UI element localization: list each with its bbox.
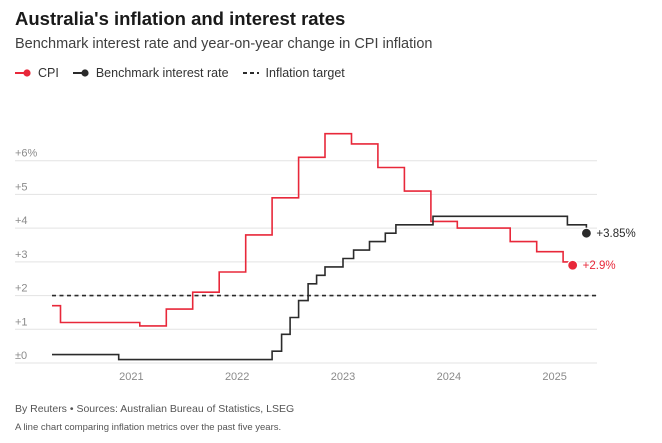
y-tick-label: +5 (15, 181, 28, 193)
legend-cpi-marker-icon (15, 69, 31, 77)
legend-item-target[interactable]: Inflation target (242, 66, 345, 80)
y-tick-label: ±0 (15, 350, 27, 362)
y-tick-label: +6% (15, 148, 38, 160)
x-tick-label: 2022 (225, 371, 249, 383)
legend-item-cpi[interactable]: CPI (15, 66, 59, 80)
x-tick-label: 2025 (542, 371, 566, 383)
series-end-label-rate: +3.85% (596, 228, 635, 240)
series-end-marker-rate (580, 227, 593, 239)
series-end-marker-cpi (567, 259, 579, 271)
y-tick-label: +4 (15, 215, 28, 227)
legend-item-rate[interactable]: Benchmark interest rate (72, 66, 229, 80)
legend-rate-label: Benchmark interest rate (95, 66, 229, 80)
legend-rate-marker-icon (72, 69, 89, 77)
x-tick-label: 2023 (331, 371, 355, 383)
legend-target-label: Inflation target (265, 66, 345, 80)
y-tick-label: +3 (15, 249, 28, 261)
chart-description: A line chart comparing inflation metrics… (15, 422, 282, 433)
legend-target-dash-icon (242, 72, 259, 74)
chart-subtitle: Benchmark interest rate and year-on-year… (15, 36, 433, 52)
x-tick-label: 2021 (119, 371, 143, 383)
series-line-cpi (52, 132, 574, 327)
x-tick-label: 2024 (437, 371, 461, 383)
series-line-rate (52, 215, 588, 361)
series-end-label-cpi: +2.9% (583, 260, 616, 272)
y-tick-label: +2 (15, 283, 28, 295)
chart-title: Australia's inflation and interest rates (15, 8, 346, 29)
y-tick-label: +1 (15, 316, 28, 328)
chart-legend: CPI Benchmark interest rate Inflation ta… (15, 66, 359, 80)
legend-cpi-label: CPI (38, 66, 59, 80)
source-note: By Reuters • Sources: Australian Bureau … (15, 403, 295, 415)
